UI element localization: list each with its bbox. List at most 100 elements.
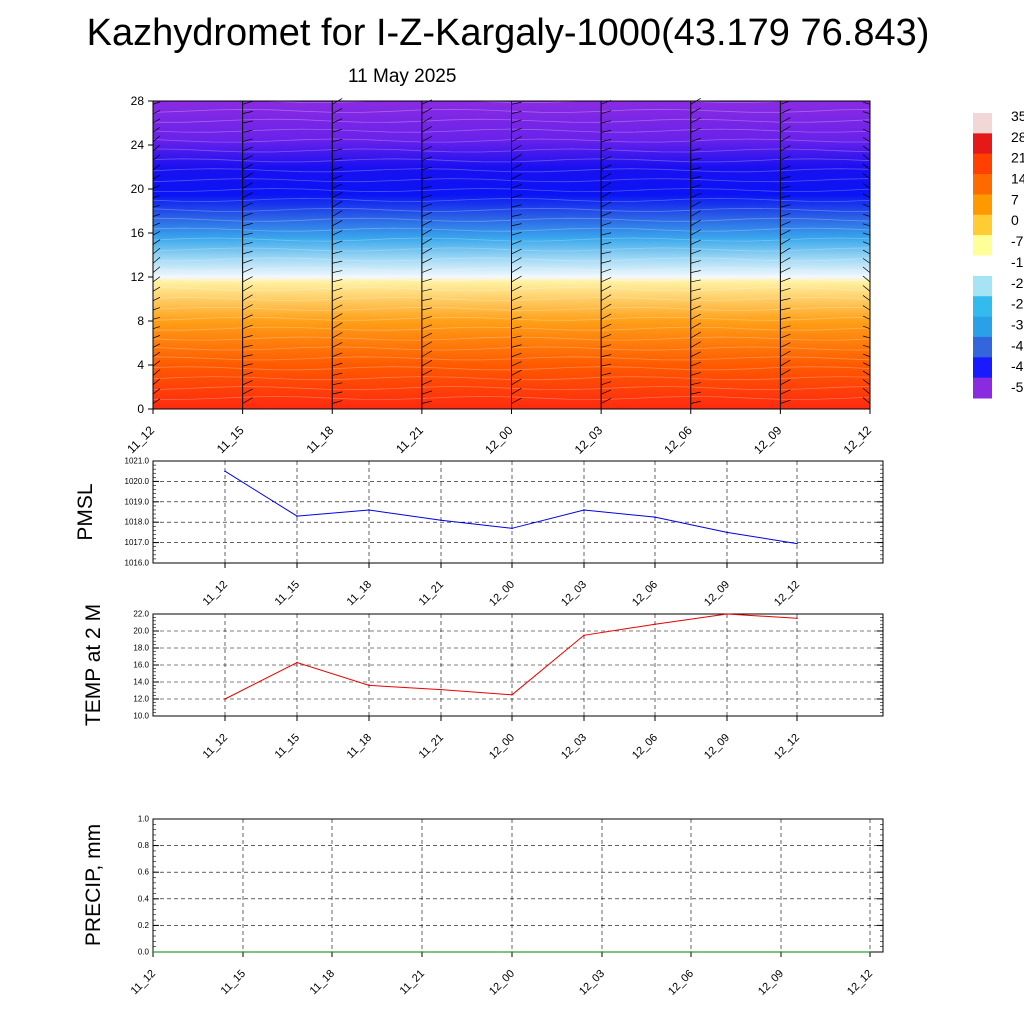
x-tick-label: 11_21 <box>417 579 447 609</box>
wind-barb <box>421 107 433 114</box>
wind-barb <box>862 154 871 161</box>
wind-barb <box>862 315 871 320</box>
wind-barb <box>601 372 612 376</box>
x-tick-label: 12_06 <box>630 732 660 762</box>
data-point <box>654 623 656 625</box>
wind-barb <box>780 325 791 330</box>
x-tick-label: 12_12 <box>772 732 802 762</box>
wind-barb <box>152 174 161 180</box>
wind-barb <box>690 167 701 171</box>
x-tick-label: 12_03 <box>577 968 607 998</box>
data-point <box>511 693 513 696</box>
x-tick-label: 11_18 <box>345 579 375 609</box>
y-tick-label: 0.8 <box>138 841 150 850</box>
wind-barb <box>332 372 343 376</box>
colorbar-segment <box>973 296 992 318</box>
wind-barb <box>511 344 522 348</box>
x-tick-label: 11_12 <box>201 732 231 762</box>
wind-barb <box>511 223 522 227</box>
y-tick-label: 4 <box>137 358 144 372</box>
wind-barb <box>511 266 522 273</box>
x-tick-label: 11_18 <box>308 968 338 998</box>
data-point <box>421 951 423 953</box>
wind-barb <box>152 335 161 339</box>
wind-barb <box>862 163 871 171</box>
wind-barb <box>600 277 612 283</box>
wind-barb <box>242 304 253 311</box>
wind-barb <box>600 303 612 311</box>
wind-barb <box>690 219 701 227</box>
wind-barb <box>780 204 791 208</box>
panel-frame <box>152 818 884 953</box>
data-point <box>796 542 798 545</box>
x-tick-label: 11_15 <box>273 732 303 762</box>
wind-barb <box>780 287 791 292</box>
wind-barb <box>780 257 791 264</box>
wind-barb <box>332 183 343 189</box>
wind-barb <box>152 351 161 358</box>
wind-barb <box>780 145 791 152</box>
wind-barb <box>862 101 871 105</box>
wind-barb <box>152 101 161 105</box>
colorbar-label: 0 <box>1011 212 1019 228</box>
wind-barb <box>242 172 253 180</box>
wind-barb <box>862 223 871 227</box>
colorbar-label: -1 <box>1011 254 1024 270</box>
wind-barb <box>862 232 871 236</box>
wind-barb <box>332 108 343 114</box>
colorbar-label: -4 <box>1011 358 1024 374</box>
wind-barb <box>242 155 253 161</box>
wind-barb <box>780 126 791 133</box>
wind-barb <box>152 110 161 114</box>
wind-barb <box>601 110 612 114</box>
wind-barb <box>690 341 701 348</box>
wind-barb <box>690 158 701 161</box>
wind-barb <box>601 130 612 133</box>
wind-barb <box>511 326 522 330</box>
y-tick-label: 0.4 <box>138 894 150 903</box>
wind-barb <box>600 294 612 301</box>
data-point <box>583 634 585 637</box>
wind-barb <box>601 354 612 358</box>
wind-barb <box>242 335 253 339</box>
wind-barb <box>421 332 433 339</box>
wind-barb <box>152 164 161 171</box>
wind-barb <box>242 202 253 208</box>
y-tick-label: 10.0 <box>133 712 149 721</box>
y-tick-label: 0.2 <box>138 921 150 930</box>
wind-barb <box>511 285 522 292</box>
wind-barb <box>421 298 432 301</box>
wind-barb <box>862 353 871 358</box>
x-tick-label: 12_09 <box>702 732 732 762</box>
wind-barb <box>600 389 612 395</box>
wind-barb <box>242 314 253 320</box>
x-tick-label: 12_00 <box>487 579 517 609</box>
colorbar-label: 35 <box>1011 108 1024 124</box>
wind-barb <box>511 119 522 124</box>
wind-barb <box>780 176 791 180</box>
wind-barb <box>780 316 791 320</box>
wind-barb <box>152 204 161 208</box>
panel-frame <box>152 613 884 717</box>
colorbar-segment <box>973 357 992 379</box>
colorbar-label: -2 <box>1011 296 1024 312</box>
x-tick-label: 12_09 <box>702 579 732 609</box>
wind-barb <box>511 248 522 255</box>
data-point <box>440 688 442 691</box>
colorbar-segment <box>973 316 992 338</box>
wind-barb <box>690 322 701 330</box>
wind-barb <box>152 398 161 404</box>
wind-barb <box>421 220 433 227</box>
wind-barb <box>511 361 522 367</box>
data-point <box>331 951 333 953</box>
wind-barb <box>332 166 343 171</box>
wind-barb <box>242 182 253 189</box>
wind-barb <box>152 276 161 283</box>
wind-barb <box>600 173 612 180</box>
data-point <box>242 951 244 953</box>
data-point <box>869 951 871 953</box>
wind-barb <box>690 148 701 152</box>
wind-barb <box>862 325 871 330</box>
wind-barb <box>780 117 791 124</box>
wind-barb <box>152 144 161 152</box>
